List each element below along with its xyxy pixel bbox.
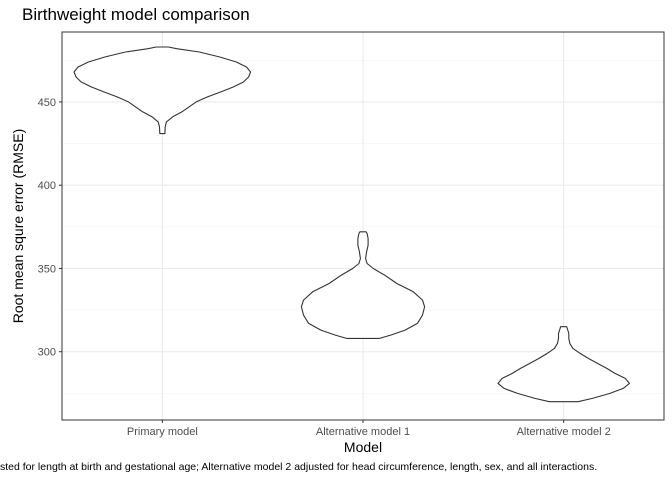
violins bbox=[73, 46, 630, 403]
x-axis-ticks: Primary model Alternative model 1 Alternat… bbox=[127, 420, 611, 438]
x-tick-label: Alternative model 1 bbox=[316, 426, 410, 438]
violin-alternative-model-2 bbox=[497, 326, 630, 403]
chart-title: Birthweight model comparison bbox=[22, 5, 250, 24]
y-tick-label: 400 bbox=[38, 180, 56, 192]
violin-alternative-model-1 bbox=[300, 231, 426, 339]
y-tick-label: 350 bbox=[38, 263, 56, 275]
gridlines bbox=[62, 32, 664, 420]
y-tick-label: 300 bbox=[38, 347, 56, 359]
x-tick-label: Alternative model 2 bbox=[517, 426, 611, 438]
y-axis-title: Root mean squre error (RMSE) bbox=[10, 129, 26, 324]
x-axis-title: Model bbox=[344, 439, 382, 455]
y-axis-ticks: 300 350 400 450 bbox=[38, 97, 62, 359]
y-tick-label: 450 bbox=[38, 97, 56, 109]
chart-caption: sted for length at birth and gestational… bbox=[0, 461, 597, 473]
x-tick-label: Primary model bbox=[127, 426, 198, 438]
violin-primary-model bbox=[73, 46, 252, 135]
